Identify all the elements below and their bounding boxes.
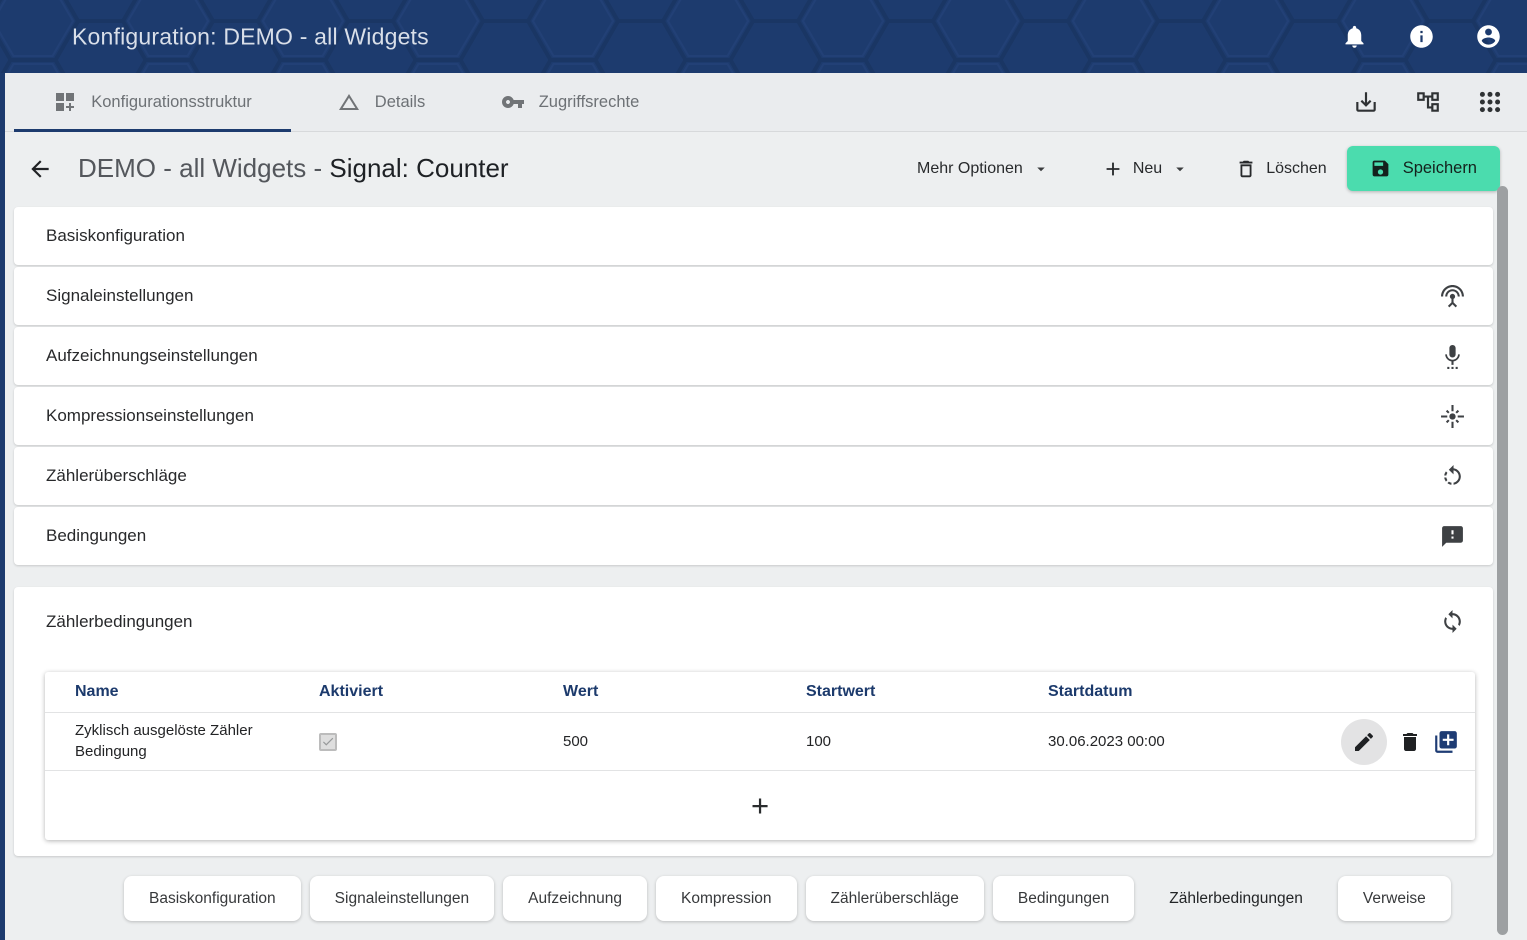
section-aufzeichnungseinstellungen[interactable]: Aufzeichnungseinstellungen xyxy=(14,327,1493,385)
aktiviert-checkbox[interactable] xyxy=(319,732,337,751)
footer-navigation: Basiskonfiguration Signaleinstellungen A… xyxy=(124,876,1451,921)
section-zahleruberschlage[interactable]: Zählerüberschläge xyxy=(14,447,1493,505)
table-header-row: Name Aktiviert Wert Startwert Startdatum xyxy=(45,672,1475,713)
cell-name: Zyklisch ausgelöste Zähler Bedingung xyxy=(75,721,253,760)
chevron-down-icon xyxy=(1171,160,1189,178)
section-signaleinstellungen[interactable]: Signaleinstellungen xyxy=(14,267,1493,325)
chip-kompression[interactable]: Kompression xyxy=(656,876,797,921)
cell-startwert: 100 xyxy=(806,733,832,750)
download-button[interactable] xyxy=(1353,89,1379,115)
dashboard-customize-icon xyxy=(53,90,77,114)
delete-button[interactable]: Löschen xyxy=(1235,158,1327,180)
page-title-current: Signal: Counter xyxy=(329,153,509,183)
duplicate-row-button[interactable] xyxy=(1433,729,1459,755)
tab-details[interactable]: Details xyxy=(291,73,471,131)
chip-aufzeichnung[interactable]: Aufzeichnung xyxy=(503,876,648,921)
counter-conditions-table: Name Aktiviert Wert Startwert Startdatum… xyxy=(45,672,1475,840)
account-circle-icon xyxy=(1475,23,1502,50)
tab-zugriffsrechte[interactable]: Zugriffsrechte xyxy=(471,73,669,131)
chip-signaleinstellungen[interactable]: Signaleinstellungen xyxy=(309,876,495,921)
notifications-button[interactable] xyxy=(1341,23,1368,50)
tab-label: Zugriffsrechte xyxy=(538,92,640,111)
chip-zahleruberschlage[interactable]: Zählerüberschläge xyxy=(805,876,984,921)
page-title: DEMO - all Widgets - Signal: Counter xyxy=(78,153,509,184)
tab-label: Konfigurationsstruktur xyxy=(91,92,252,111)
pencil-icon xyxy=(1352,730,1376,754)
section-label: Basiskonfiguration xyxy=(46,226,185,245)
delete-label: Löschen xyxy=(1266,159,1327,177)
tab-bar: Konfigurationsstruktur Details Zugriffsr… xyxy=(0,73,1527,132)
add-row-button[interactable]: + xyxy=(750,787,770,823)
chip-zahlerbedingungen[interactable]: Zählerbedingungen xyxy=(1143,876,1329,921)
more-options-label: Mehr Optionen xyxy=(916,159,1023,177)
section-basiskonfiguration[interactable]: Basiskonfiguration xyxy=(14,207,1493,265)
breadcrumb: DEMO - all Widgets - xyxy=(78,153,330,183)
back-button[interactable] xyxy=(27,156,53,182)
new-label: Neu xyxy=(1132,159,1163,177)
info-icon xyxy=(1408,23,1435,50)
more-options-button[interactable]: Mehr Optionen xyxy=(917,160,1050,178)
trash-outline-icon xyxy=(1235,158,1257,180)
feedback-icon xyxy=(1440,524,1465,549)
account-tree-icon xyxy=(1415,89,1441,115)
download-icon xyxy=(1353,89,1379,115)
apps-grid-button[interactable] xyxy=(1477,89,1503,115)
key-icon xyxy=(501,90,525,114)
section-bedingungen[interactable]: Bedingungen xyxy=(14,507,1493,565)
sync-icon xyxy=(1440,609,1465,634)
column-header-startdatum: Startdatum xyxy=(1048,683,1133,700)
app-bar: Konfiguration: DEMO - all Widgets xyxy=(0,0,1527,73)
info-button[interactable] xyxy=(1408,23,1435,50)
column-header-startwert: Startwert xyxy=(806,683,876,700)
chip-basiskonfiguration[interactable]: Basiskonfiguration xyxy=(124,876,301,921)
warning-triangle-icon xyxy=(337,90,361,114)
hexagon-pattern xyxy=(0,0,1527,73)
settings-voice-icon xyxy=(1440,344,1465,369)
antenna-icon xyxy=(1440,284,1465,309)
left-edge-strip xyxy=(0,73,5,940)
delete-row-button[interactable] xyxy=(1398,730,1422,754)
check-icon xyxy=(321,734,335,749)
new-button[interactable]: Neu xyxy=(1102,158,1189,180)
edit-row-button[interactable] xyxy=(1341,718,1387,765)
save-button[interactable]: Speichern xyxy=(1346,146,1500,191)
cell-startdatum: 30.06.2023 00:00 xyxy=(1048,733,1165,750)
section-label: Aufzeichnungseinstellungen xyxy=(46,346,258,365)
plus-icon xyxy=(1102,158,1124,180)
chevron-down-icon xyxy=(1032,160,1050,178)
section-label: Signaleinstellungen xyxy=(46,286,194,305)
tab-konfigurationsstruktur[interactable]: Konfigurationsstruktur xyxy=(14,73,291,132)
rotate-left-icon xyxy=(1440,464,1465,489)
apps-grid-icon xyxy=(1477,89,1503,115)
bell-icon xyxy=(1341,23,1368,50)
page-toolbar: DEMO - all Widgets - Signal: Counter Meh… xyxy=(0,132,1527,205)
trash-icon xyxy=(1398,730,1422,754)
section-label: Kompressionseinstellungen xyxy=(46,406,254,425)
arrow-back-icon xyxy=(27,156,53,182)
section-kompressionseinstellungen[interactable]: Kompressionseinstellungen xyxy=(14,387,1493,445)
save-label: Speichern xyxy=(1402,159,1477,177)
table-row: Zyklisch ausgelöste Zähler Bedingung 500… xyxy=(45,713,1475,771)
counter-conditions-card: Zählerbedingungen Name Aktiviert Wert St… xyxy=(14,587,1493,856)
flare-icon xyxy=(1440,404,1465,429)
library-add-icon xyxy=(1433,729,1459,755)
cell-wert: 500 xyxy=(563,733,589,750)
tree-view-button[interactable] xyxy=(1415,89,1441,115)
column-header-aktiviert: Aktiviert xyxy=(319,683,384,700)
counter-conditions-title: Zählerbedingungen xyxy=(46,611,193,631)
account-button[interactable] xyxy=(1475,23,1502,50)
column-header-name: Name xyxy=(75,683,119,700)
section-label: Bedingungen xyxy=(46,526,147,545)
section-label: Zählerüberschläge xyxy=(46,466,187,485)
column-header-wert: Wert xyxy=(563,683,599,700)
chip-bedingungen[interactable]: Bedingungen xyxy=(992,876,1135,921)
chip-verweise[interactable]: Verweise xyxy=(1337,876,1451,921)
tab-label: Details xyxy=(374,92,426,111)
save-icon xyxy=(1370,158,1391,179)
app-title: Konfiguration: DEMO - all Widgets xyxy=(72,23,429,49)
vertical-scrollbar[interactable] xyxy=(1497,186,1508,935)
